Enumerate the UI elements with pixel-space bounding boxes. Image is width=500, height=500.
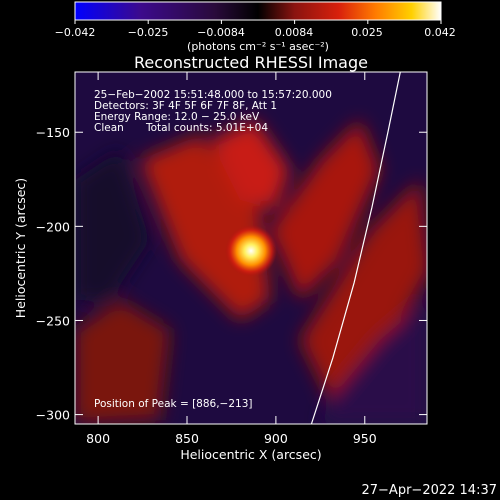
info-algorithm: Clean	[94, 122, 124, 134]
x-tick-label: 900	[264, 431, 288, 446]
info-energy-range: Energy Range: 12.0 − 25.0 keV	[94, 111, 260, 123]
colorbar-label-3: 0.0084	[275, 26, 314, 39]
solar-limb	[310, 72, 401, 424]
colorbar	[74, 1, 442, 21]
colorbar-label-2: −0.0084	[197, 26, 245, 39]
x-tick-label: 850	[175, 431, 199, 446]
info-detectors: Detectors: 3F 4F 5F 6F 7F 8F, Att 1	[94, 100, 277, 112]
band-red-lower-left	[75, 300, 170, 424]
colorbar-label-4: 0.025	[351, 26, 383, 39]
colorbar-label-0: −0.042	[55, 26, 96, 39]
info-total-counts: Total counts: 5.01E+04	[145, 122, 268, 134]
band-red-left	[140, 135, 270, 320]
band-red-right	[300, 180, 427, 400]
x-tick-label: 800	[86, 431, 110, 446]
colorbar-ticks	[74, 20, 442, 24]
band-red-middle	[270, 120, 380, 300]
band-red-upper	[210, 120, 290, 210]
y-tick-label: −150	[36, 125, 70, 140]
info-peak-position: Position of Peak = [886,−213]	[94, 398, 253, 410]
y-tick-label: −300	[36, 408, 70, 423]
info-time-range: 25−Feb−2002 15:51:48.000 to 15:57:20.000	[94, 89, 332, 101]
band-dark-left	[75, 150, 150, 300]
colorbar-label-1: −0.025	[128, 26, 169, 39]
chart-title: Reconstructed RHESSI Image	[134, 53, 368, 72]
colorbar-label-5: 0.042	[424, 26, 456, 39]
peak-source	[225, 224, 277, 277]
x-tick-label: 950	[353, 431, 377, 446]
emission-bands	[75, 120, 427, 424]
x-axis-label: Heliocentric X (arcsec)	[180, 447, 321, 462]
colorbar-unit: (photons cm⁻² s⁻¹ asec⁻²)	[187, 40, 329, 53]
axis-ticks: 800 850 900 950 −150 −200 −250 −300	[36, 72, 427, 446]
y-tick-label: −200	[36, 219, 70, 234]
plot-frame	[74, 71, 428, 425]
heatmap-image	[75, 72, 427, 424]
y-tick-label: −250	[36, 313, 70, 328]
band-dark-right	[320, 300, 427, 424]
y-axis-label: Heliocentric Y (arcsec)	[13, 178, 28, 318]
timestamp: 27−Apr−2022 14:37	[362, 483, 498, 498]
